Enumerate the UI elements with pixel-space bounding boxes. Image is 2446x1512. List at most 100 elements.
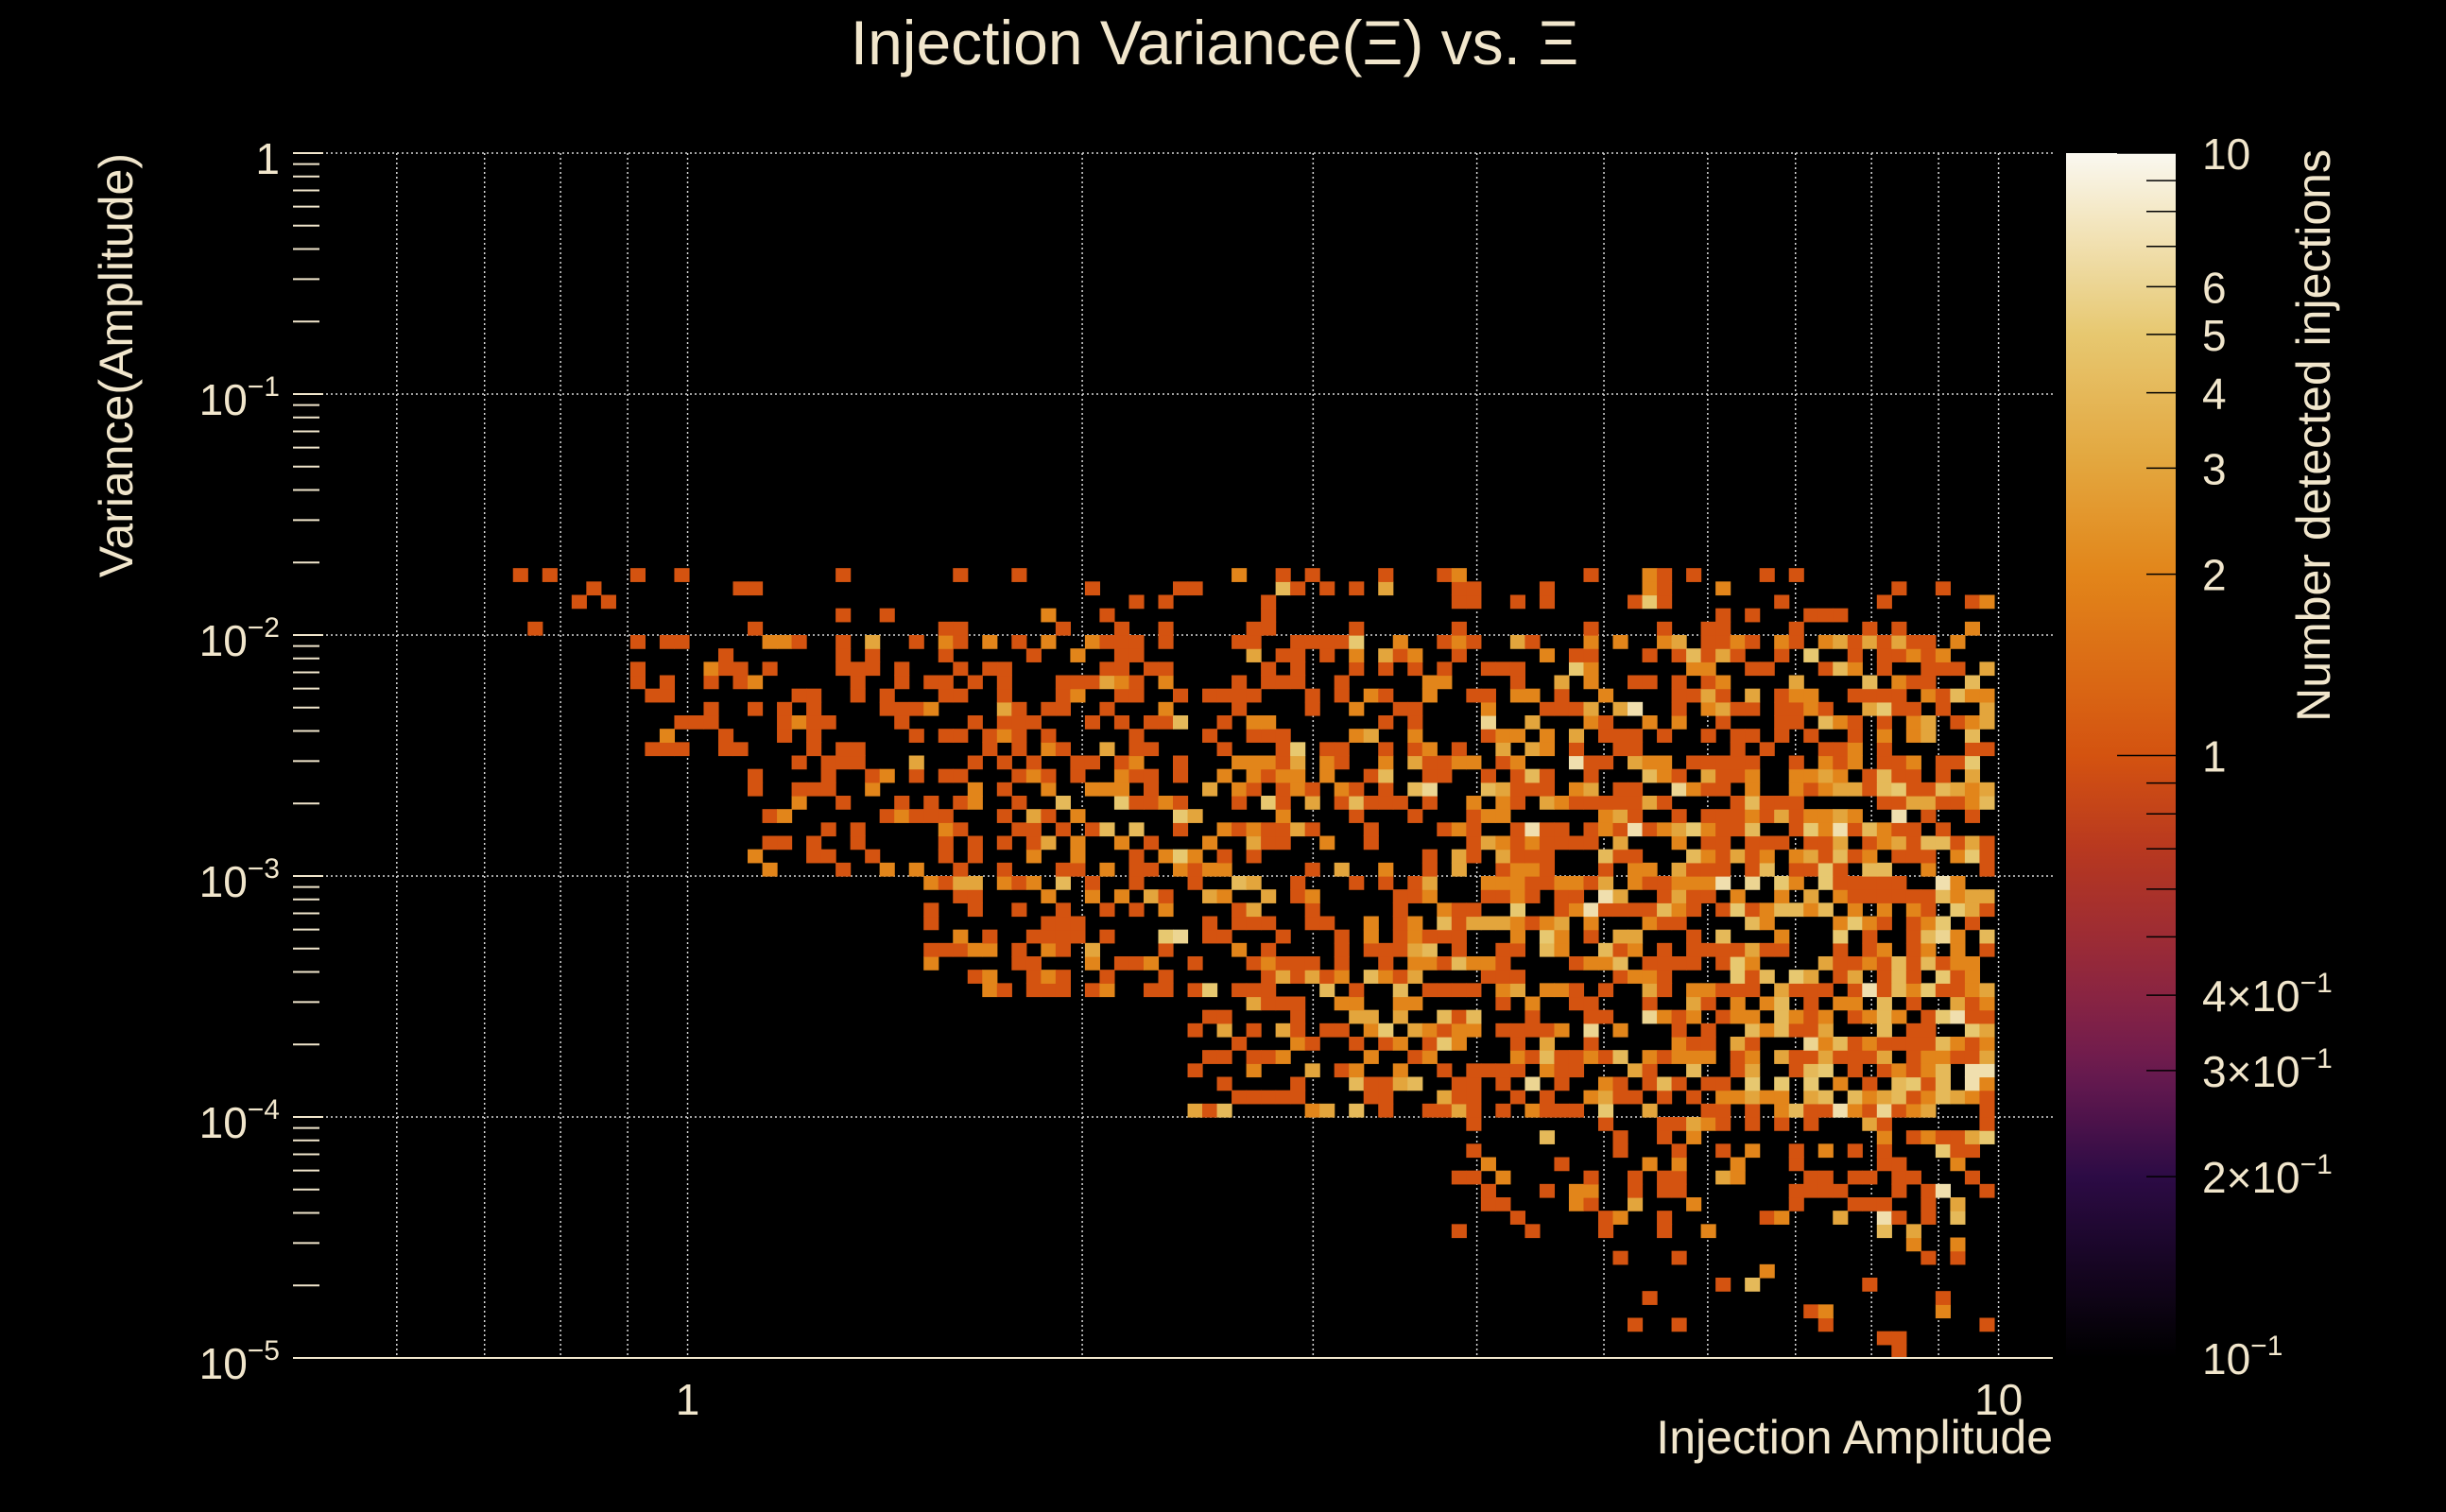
heatmap-cell	[1568, 701, 1585, 716]
heatmap-cell	[1597, 1103, 1614, 1118]
heatmap-cell	[1964, 916, 1981, 931]
heatmap-cell	[1554, 902, 1570, 918]
heatmap-cell	[1173, 581, 1189, 596]
heatmap-cell	[1407, 996, 1423, 1011]
heatmap-cell	[1788, 862, 1804, 877]
heatmap-cell	[1363, 970, 1379, 984]
heatmap-cell	[1612, 889, 1628, 903]
heatmap-cell	[1686, 822, 1702, 837]
heatmap-cell	[1583, 782, 1599, 797]
heatmap-cell	[1730, 996, 1746, 1011]
heatmap-cell	[1011, 715, 1027, 730]
heatmap-cell	[1979, 1117, 1995, 1131]
heatmap-cell	[1568, 742, 1585, 757]
heatmap-cell	[1304, 782, 1320, 797]
heatmap-cell	[1700, 1022, 1716, 1038]
heatmap-cell	[1554, 1022, 1570, 1038]
heatmap-cell	[1158, 983, 1174, 998]
heatmap-cell	[1143, 889, 1160, 903]
heatmap-cell	[1950, 635, 1966, 649]
heatmap-cell	[1495, 782, 1511, 797]
heatmap-cell	[1671, 1183, 1687, 1198]
heatmap-cell	[1964, 675, 1981, 690]
heatmap-cell	[1041, 929, 1057, 944]
heatmap-cell	[1847, 956, 1863, 971]
heatmap-cell	[1084, 581, 1101, 596]
heatmap-cell	[629, 662, 646, 677]
heatmap-cell	[1597, 688, 1614, 703]
heatmap-cell	[1509, 1090, 1525, 1105]
heatmap-cell	[1657, 876, 1673, 890]
heatmap-cell	[1554, 701, 1570, 716]
heatmap-cell	[806, 849, 822, 864]
heatmap-cell	[1671, 688, 1687, 703]
heatmap-cell	[1041, 782, 1057, 797]
heatmap-cell	[1803, 1009, 1819, 1024]
heatmap-cell	[777, 635, 793, 649]
heatmap-cell	[1833, 715, 1849, 730]
heatmap-cell	[1583, 755, 1599, 770]
heatmap-cell	[1921, 1076, 1937, 1091]
heatmap-cell	[1774, 889, 1790, 903]
heatmap-cell	[1466, 809, 1482, 823]
heatmap-cell	[1935, 1143, 1951, 1159]
heatmap-cell	[1921, 849, 1937, 864]
heatmap-cell	[1480, 876, 1496, 890]
heatmap-cell	[1950, 688, 1966, 703]
heatmap-cell	[908, 768, 924, 783]
heatmap-cell	[1745, 942, 1761, 957]
heatmap-cell	[1568, 983, 1585, 998]
heatmap-cell	[1437, 635, 1453, 649]
heatmap-cell	[1319, 581, 1335, 596]
heatmap-cell	[1421, 1050, 1438, 1064]
heatmap-cell	[1451, 1009, 1467, 1024]
heatmap-cell	[835, 662, 852, 677]
heatmap-cell	[1041, 889, 1057, 903]
heatmap-cell	[1246, 635, 1262, 649]
heatmap-cell	[1025, 715, 1042, 730]
heatmap-cell	[1011, 729, 1027, 743]
heatmap-cell	[1232, 1037, 1248, 1051]
heatmap-cell	[1700, 809, 1716, 823]
heatmap-cell	[1950, 755, 1966, 770]
heatmap-cell	[1745, 1090, 1761, 1105]
heatmap-cell	[1774, 1117, 1790, 1131]
heatmap-cell	[1275, 568, 1291, 582]
heatmap-cell	[996, 809, 1012, 823]
heatmap-cell	[1817, 1143, 1834, 1159]
heatmap-cell	[850, 688, 866, 703]
heatmap-cell	[1246, 876, 1262, 890]
heatmap-cell	[1964, 621, 1981, 636]
heatmap-cell	[806, 715, 822, 730]
heatmap-cell	[1921, 835, 1937, 850]
heatmap-cell	[1657, 1211, 1673, 1225]
heatmap-cell	[1700, 1076, 1716, 1091]
heatmap-cell	[1628, 594, 1644, 610]
heatmap-cell	[1261, 822, 1277, 837]
heatmap-cell	[1041, 983, 1057, 998]
heatmap-cells	[512, 568, 1995, 1359]
heatmap-cell	[1803, 1022, 1819, 1038]
heatmap-cell	[835, 862, 852, 877]
heatmap-cell	[1084, 822, 1101, 837]
heatmap-cell	[1392, 796, 1408, 810]
heatmap-cell	[1862, 1090, 1878, 1105]
heatmap-cell	[1671, 1250, 1687, 1265]
heatmap-cell	[1817, 983, 1834, 998]
heatmap-cell	[1466, 1090, 1482, 1105]
heatmap-cell	[1715, 902, 1731, 918]
heatmap-cell	[1817, 1170, 1834, 1185]
heatmap-cell	[1642, 970, 1658, 984]
heatmap-cell	[1671, 1143, 1687, 1159]
heatmap-cell	[1480, 835, 1496, 850]
heatmap-cell	[1070, 648, 1086, 662]
heatmap-cell	[1730, 983, 1746, 998]
heatmap-cell	[1876, 796, 1892, 810]
heatmap-cell	[1891, 1183, 1907, 1198]
heatmap-cell	[1539, 648, 1556, 662]
heatmap-cell	[1437, 675, 1453, 690]
heatmap-cell	[1847, 983, 1863, 998]
heatmap-cell	[1628, 782, 1644, 797]
heatmap-cell	[953, 621, 969, 636]
heatmap-cell	[1202, 916, 1218, 931]
